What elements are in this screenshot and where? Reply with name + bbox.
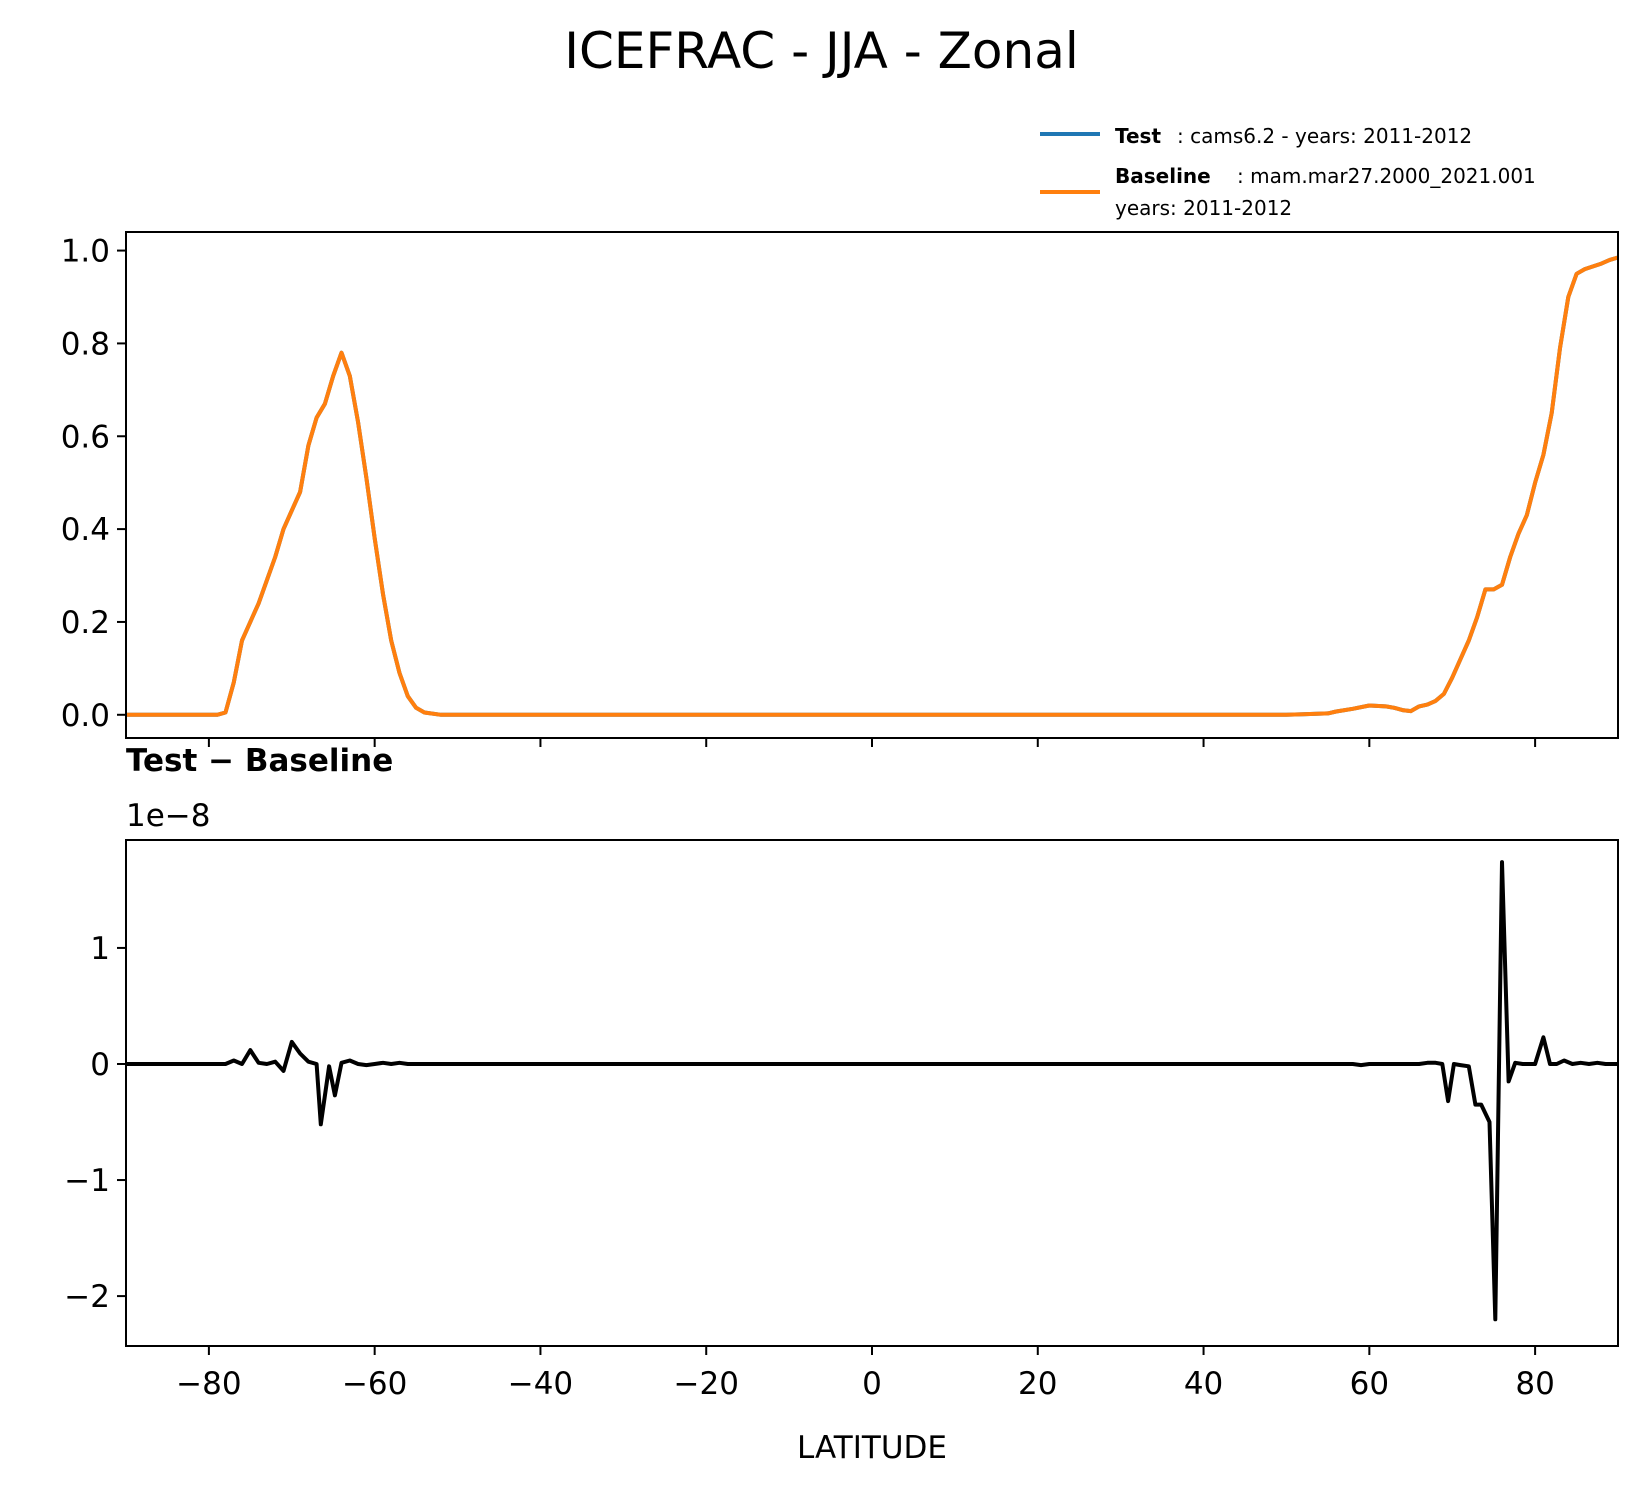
bottom-panel: Test − Baseline 1e−8 −2 −1 0 1 −80 −60 −40 −20… [64, 743, 1619, 1466]
x-tick-label: −20 [674, 1366, 739, 1402]
figure-title: ICEFRAC - JJA - Zonal [564, 22, 1079, 80]
x-tick-label: 60 [1350, 1366, 1389, 1402]
legend-test-text: : cams6.2 - years: 2011-2012 [1177, 124, 1472, 148]
series-line-test [126, 255, 1619, 717]
top-plot-frame [125, 231, 1619, 739]
series-line-baseline [126, 255, 1619, 717]
top-panel: 0.0 0.2 0.4 0.6 0.8 1.0 [61, 231, 1619, 747]
x-tick-label: −60 [342, 1366, 407, 1402]
y-tick-label: 0.6 [61, 419, 110, 455]
x-axis-label: LATITUDE [797, 1430, 947, 1466]
diff-offset-text: 1e−8 [126, 798, 211, 834]
y-tick-label: 0.2 [61, 605, 110, 641]
x-tick-label: 80 [1515, 1366, 1554, 1402]
x-tick-label: 0 [862, 1366, 882, 1402]
x-tick-label: 40 [1184, 1366, 1223, 1402]
series-line-test-baseline [126, 860, 1618, 1322]
top-y-ticks: 0.0 0.2 0.4 0.6 0.8 1.0 [61, 234, 126, 734]
y-tick-label: 1.0 [61, 234, 110, 270]
bottom-y-ticks: −2 −1 0 1 [64, 931, 126, 1315]
y-tick-label: 0.8 [61, 326, 110, 362]
y-tick-label: 1 [90, 931, 110, 967]
bottom-x-ticks: −80 −60 −40 −20 0 20 40 60 80 [176, 1346, 1555, 1402]
legend: Test : cams6.2 - years: 2011-2012 Baseli… [1040, 124, 1536, 220]
y-tick-label: 0 [90, 1047, 110, 1083]
x-tick-label: −40 [508, 1366, 573, 1402]
bottom-series-lines [126, 860, 1618, 1322]
x-tick-label: 20 [1018, 1366, 1057, 1402]
diff-panel-title: Test − Baseline [126, 743, 393, 779]
top-series-lines [126, 255, 1619, 717]
legend-baseline-text: : mam.mar27.2000_2021.001 [1237, 164, 1536, 188]
legend-baseline-key: Baseline [1115, 164, 1211, 188]
y-tick-label: 0.4 [61, 512, 110, 548]
x-tick-label: −80 [176, 1366, 241, 1402]
top-x-ticks [207, 738, 1537, 747]
y-tick-label: 0.0 [61, 698, 110, 734]
y-tick-label: −1 [64, 1163, 110, 1199]
bottom-plot-frame [125, 839, 1619, 1347]
y-tick-label: −2 [64, 1279, 110, 1315]
legend-test-key: Test [1115, 124, 1161, 148]
legend-baseline-years: years: 2011-2012 [1115, 196, 1292, 220]
